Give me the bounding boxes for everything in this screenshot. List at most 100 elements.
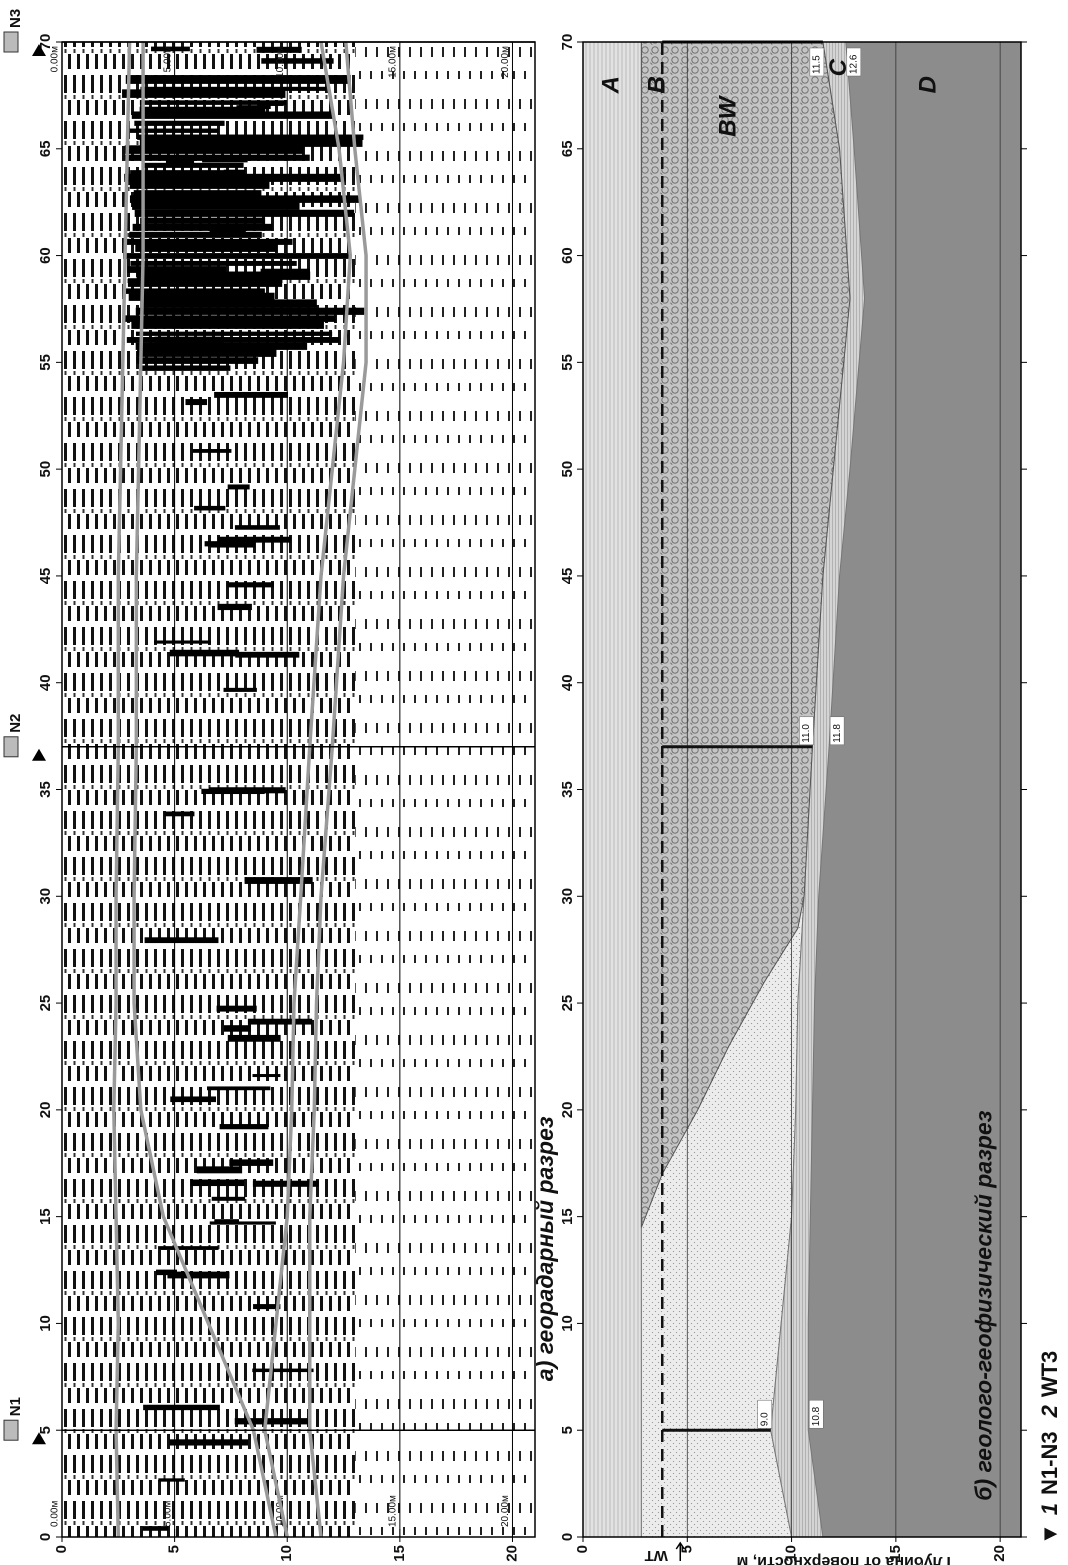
reflection (247, 1018, 313, 1025)
x-tick-label: 70 (37, 34, 54, 51)
x-tick-label: 55 (559, 354, 576, 371)
reflection (134, 209, 355, 217)
reflection (217, 536, 292, 543)
reflection (122, 89, 286, 98)
x-tick-label: 65 (37, 140, 54, 157)
reflection (214, 391, 289, 398)
reflection (125, 288, 265, 294)
reflection (227, 484, 250, 490)
reflection (256, 46, 302, 53)
reflection (125, 238, 293, 245)
x-tick-label: 0 (37, 1533, 54, 1541)
x-tick-label: 20 (37, 1102, 54, 1119)
reflection (216, 1005, 257, 1012)
x-tick-label: 5 (37, 1426, 54, 1434)
x-tick-label: 20 (559, 1102, 576, 1119)
reflection (223, 1025, 251, 1032)
reflection (169, 1439, 249, 1446)
reflection (158, 1478, 185, 1482)
reflection (128, 292, 275, 301)
reflection (194, 505, 226, 511)
depth-label: 9.0 (759, 1412, 770, 1426)
water-table-arrow (675, 1541, 685, 1561)
reflection (132, 223, 273, 231)
reflection (211, 1196, 246, 1201)
radargram-dark-zone (122, 46, 365, 1531)
reflection (214, 1219, 239, 1223)
x-tick-label: 65 (559, 140, 576, 157)
reflection (164, 811, 195, 817)
x-tick-label: 5 (559, 1426, 576, 1434)
reflection (170, 1096, 217, 1103)
x-tick-label: 15 (37, 1208, 54, 1225)
x-tick-label: 40 (37, 674, 54, 691)
reflection (252, 1180, 319, 1187)
reflection (139, 100, 286, 105)
legend-number: 2 (1037, 1404, 1062, 1418)
well-icon (3, 31, 19, 53)
reflection (136, 271, 311, 280)
reflection (234, 525, 280, 530)
reflection (223, 169, 246, 177)
x-tick-label: 25 (37, 995, 54, 1012)
reflection (158, 1246, 219, 1250)
x-tick-label: 0 (559, 1533, 576, 1541)
x-tick-label: 50 (559, 461, 576, 478)
radargram-texture (355, 42, 536, 1537)
reflection (135, 307, 365, 315)
y-tick-label: 20 (991, 1545, 1008, 1562)
reflection (260, 268, 310, 274)
reflection (154, 336, 223, 344)
layer-label: BW (714, 94, 741, 136)
x-tick-label: 55 (37, 354, 54, 371)
reflection (130, 260, 297, 266)
depth-marker-label: 5.00м (162, 1501, 173, 1527)
reflection (123, 253, 350, 259)
reflection (133, 190, 262, 196)
boundary-line (262, 41, 353, 1538)
x-tick-label: 60 (559, 247, 576, 264)
reflection (136, 357, 259, 364)
layer-label: B (643, 76, 670, 93)
reflection (219, 1124, 269, 1130)
reflection (127, 278, 283, 287)
reflection (132, 202, 300, 210)
landscape-figure: 0 5 10 15 2005101520253035404550556065700.00… (3, 9, 1062, 1565)
bw-lens (640, 41, 851, 1228)
depth-marker-label: 0.00м (50, 1501, 61, 1527)
reflection (223, 687, 257, 692)
reflection (144, 937, 219, 944)
reflection (140, 86, 326, 91)
layer-label: A (598, 76, 625, 94)
boundary-line (308, 41, 368, 1538)
depth-label-box (757, 1399, 772, 1429)
well-icon (3, 1419, 19, 1441)
x-tick-label: 35 (559, 781, 576, 798)
well-label: N3 (7, 9, 24, 28)
well-icon (3, 736, 19, 758)
reflection (185, 399, 208, 406)
y-tick-label: 5 (678, 1545, 695, 1553)
reflection (143, 1404, 220, 1411)
x-tick-label: 25 (559, 995, 576, 1012)
reflection (227, 582, 274, 588)
reflection (252, 1368, 314, 1373)
x-tick-label: 70 (559, 34, 576, 51)
reflection (125, 75, 351, 84)
reflection (234, 1418, 310, 1425)
x-tick-label: 10 (37, 1315, 54, 1332)
y-tick-label: 20 (503, 1545, 520, 1562)
reflection (244, 877, 313, 884)
x-tick-label: 45 (559, 568, 576, 585)
reflection (148, 177, 193, 184)
reflection (235, 651, 300, 658)
y-tick-label: 15 (391, 1545, 408, 1562)
reflection (135, 331, 333, 336)
depth-label: 10.8 (811, 1406, 822, 1426)
x-tick-label: 30 (559, 888, 576, 905)
depth-marker-label: 20.00м (500, 1495, 511, 1527)
frame (582, 41, 1022, 1538)
reflection (167, 1271, 230, 1279)
reflection (126, 128, 219, 133)
